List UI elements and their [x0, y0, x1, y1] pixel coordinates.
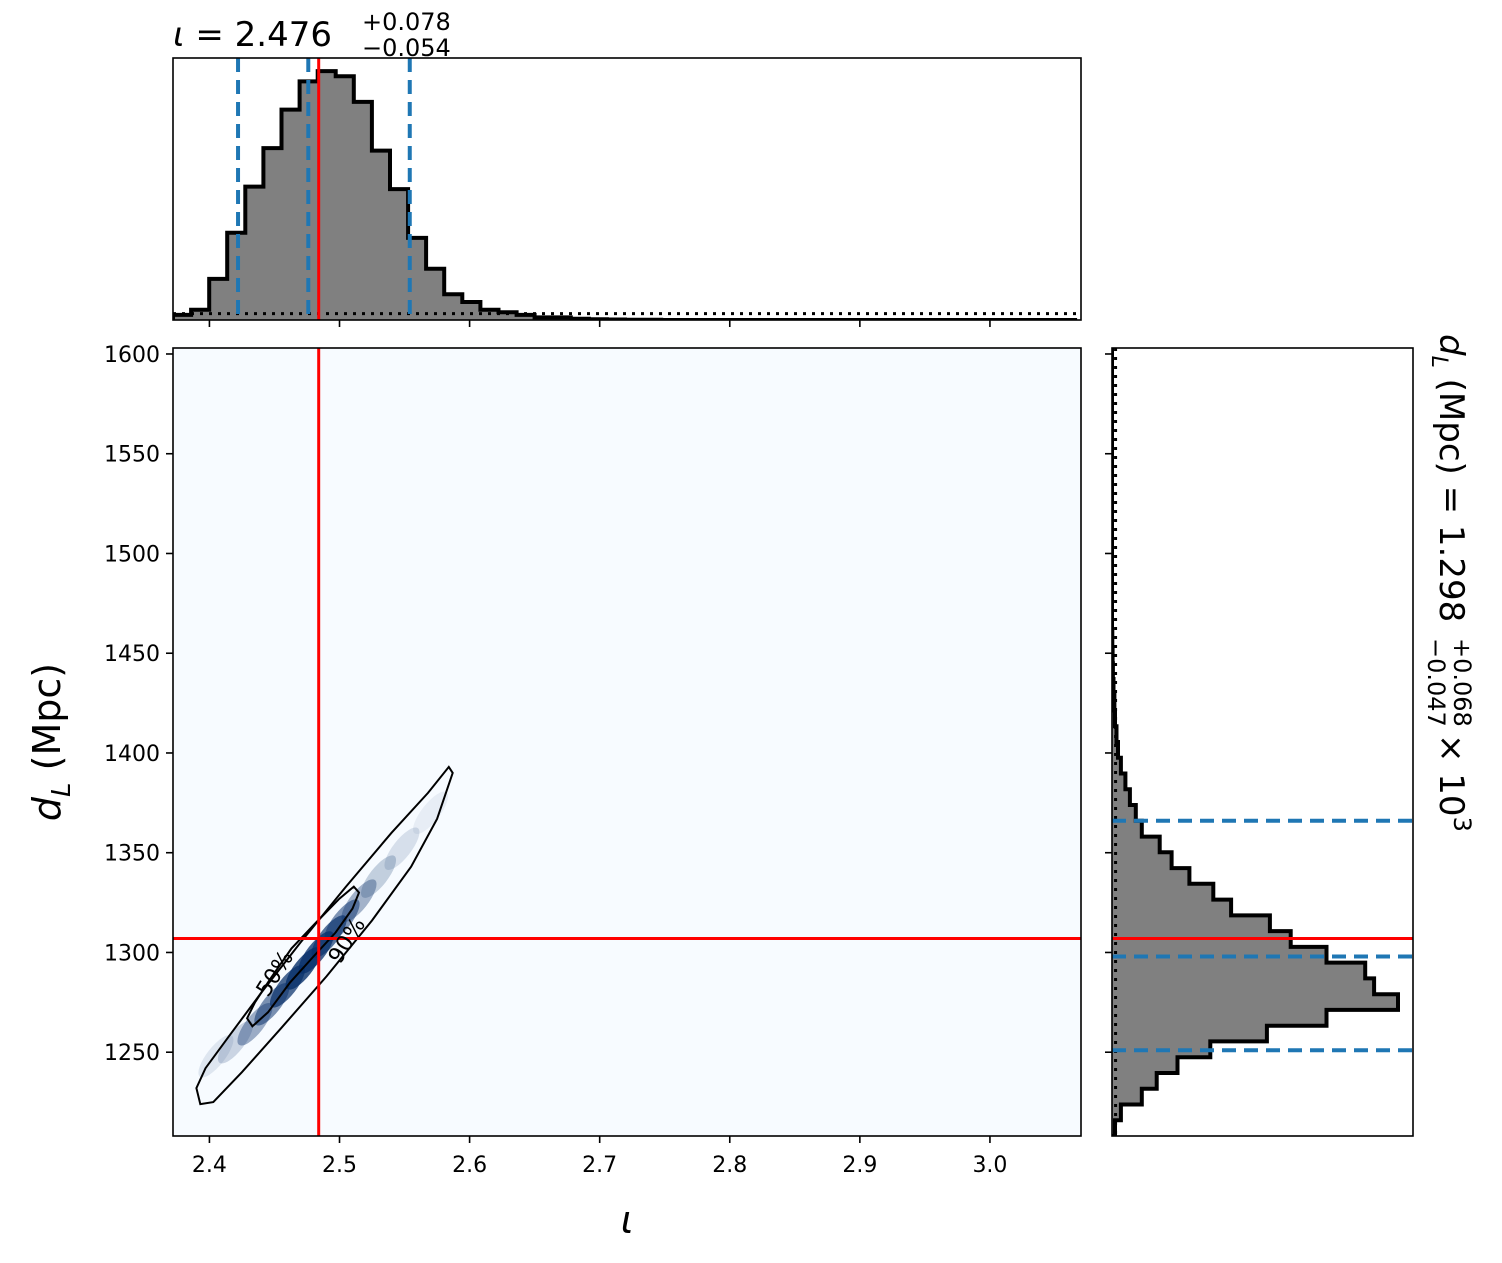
heatmap-cell — [217, 1021, 253, 1064]
y-tick-label: 1350 — [104, 842, 160, 867]
iota-title-minus: −0.054 — [362, 34, 451, 62]
iota-marginal-frame — [172, 57, 1082, 321]
x-tick-label: 2.4 — [192, 1153, 227, 1178]
x-tick-label: 2.8 — [712, 1153, 747, 1178]
dl-marginal-panel: dL (Mpc) = 1.298 +0.068 −0.047 × 103 — [1105, 334, 1476, 1137]
y-axis-ticks: 1250 1300 1350 1400 1450 1500 1550 1600 — [104, 343, 173, 1066]
x-tick-label: 2.5 — [322, 1153, 357, 1178]
iota-title: ι = 2.476 — [173, 15, 332, 55]
contour-90pct — [195, 765, 454, 1106]
iota-title-plus: +0.078 — [362, 8, 451, 36]
dl-title: dL (Mpc) = 1.298 +0.068 −0.047 × 103 — [1422, 334, 1476, 832]
y-tick-label: 1500 — [104, 542, 160, 567]
dl-title-minus: −0.047 — [1422, 638, 1450, 727]
dl-quantile-lines — [1112, 818, 1413, 1053]
joint-frame — [172, 347, 1082, 1137]
heatmap-background — [173, 348, 1081, 1136]
credible-contours — [195, 765, 454, 1106]
dl-title-scale: × 103 — [1431, 734, 1476, 832]
heatmap-cell — [361, 855, 397, 898]
y-tick-label: 1600 — [104, 343, 160, 368]
joint-panel: 50% 90% 2.4 2.5 2.6 2.7 2.8 2.9 3.0 1250130013… — [25, 343, 1082, 1242]
iota-marginal-ticks — [208, 320, 991, 327]
y-tick-label: 1450 — [104, 642, 160, 667]
heatmap-cell — [384, 827, 420, 870]
x-tick-label: 2.9 — [842, 1153, 877, 1178]
dl-hist-fill — [1112, 348, 1398, 1136]
y-axis-title: dL (Mpc) — [25, 663, 77, 821]
dl-marginal-frame — [1111, 347, 1414, 1137]
iota-hist-fill — [173, 71, 1078, 320]
y-tick-label: 1250 — [104, 1041, 160, 1066]
x-tick-label: 3.0 — [972, 1153, 1007, 1178]
dl-title-plus: +0.068 — [1448, 638, 1476, 727]
dl-marginal-ticks — [1105, 353, 1112, 1054]
y-tick-label: 1550 — [104, 443, 160, 468]
iota-marginal-panel: ι = 2.476 +0.078 −0.054 — [172, 8, 1082, 327]
svg-text:dL (Mpc) = 1.298: dL (Mpc) = 1.298 — [1426, 334, 1471, 622]
x-axis-ticks: 2.4 2.5 2.6 2.7 2.8 2.9 3.0 — [192, 1136, 1007, 1178]
x-axis-title: ι — [621, 1198, 634, 1242]
heatmap-cell — [413, 791, 449, 835]
y-tick-label: 1400 — [104, 742, 160, 767]
dl-hist-outline — [1112, 348, 1400, 1136]
x-tick-label: 2.7 — [582, 1153, 617, 1178]
y-tick-label: 1300 — [104, 941, 160, 966]
x-tick-label: 2.6 — [452, 1153, 487, 1178]
